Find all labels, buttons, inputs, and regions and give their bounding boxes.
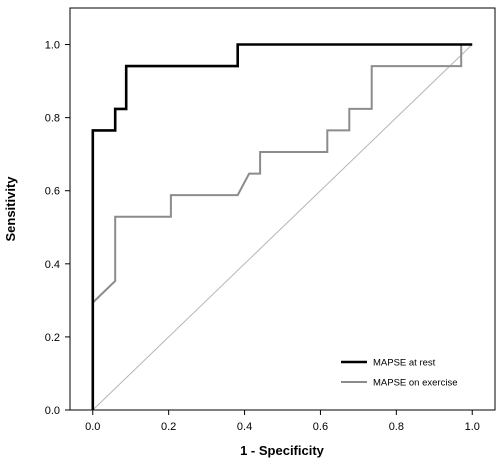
legend: MAPSE at rest MAPSE on exercise: [341, 358, 457, 389]
y-tick-label: 1.0: [45, 40, 60, 52]
y-axis: 0.0 0.2 0.4 0.6 0.8 1.0: [45, 40, 70, 417]
reference-diagonal-line: [92, 44, 473, 411]
y-tick-label: 0.6: [45, 186, 60, 198]
y-tick-label: 0.2: [45, 332, 60, 344]
x-tick-label: 0.8: [389, 421, 404, 433]
series-line-mapse-on-exercise: [91, 43, 473, 410]
y-tick-label: 0.8: [45, 113, 60, 125]
y-axis-label: Sensitivity: [3, 176, 18, 242]
legend-label: MAPSE at rest: [373, 358, 436, 369]
x-axis: 0.0 0.2 0.4 0.6 0.8 1.0: [85, 410, 480, 433]
x-tick-label: 0.6: [313, 421, 328, 433]
series-layer: [91, 43, 473, 411]
legend-label: MAPSE on exercise: [373, 378, 457, 389]
y-tick-label: 0.4: [45, 259, 60, 271]
plot-frame: [69, 7, 496, 411]
x-axis-label: 1 - Specificity: [240, 443, 325, 458]
x-tick-label: 1.0: [465, 421, 480, 433]
y-tick-label: 0.0: [45, 405, 60, 417]
x-tick-label: 0.4: [237, 421, 252, 433]
series-line-mapse-at-rest: [91, 43, 473, 410]
x-tick-label: 0.0: [85, 421, 100, 433]
x-tick-label: 0.2: [161, 421, 176, 433]
